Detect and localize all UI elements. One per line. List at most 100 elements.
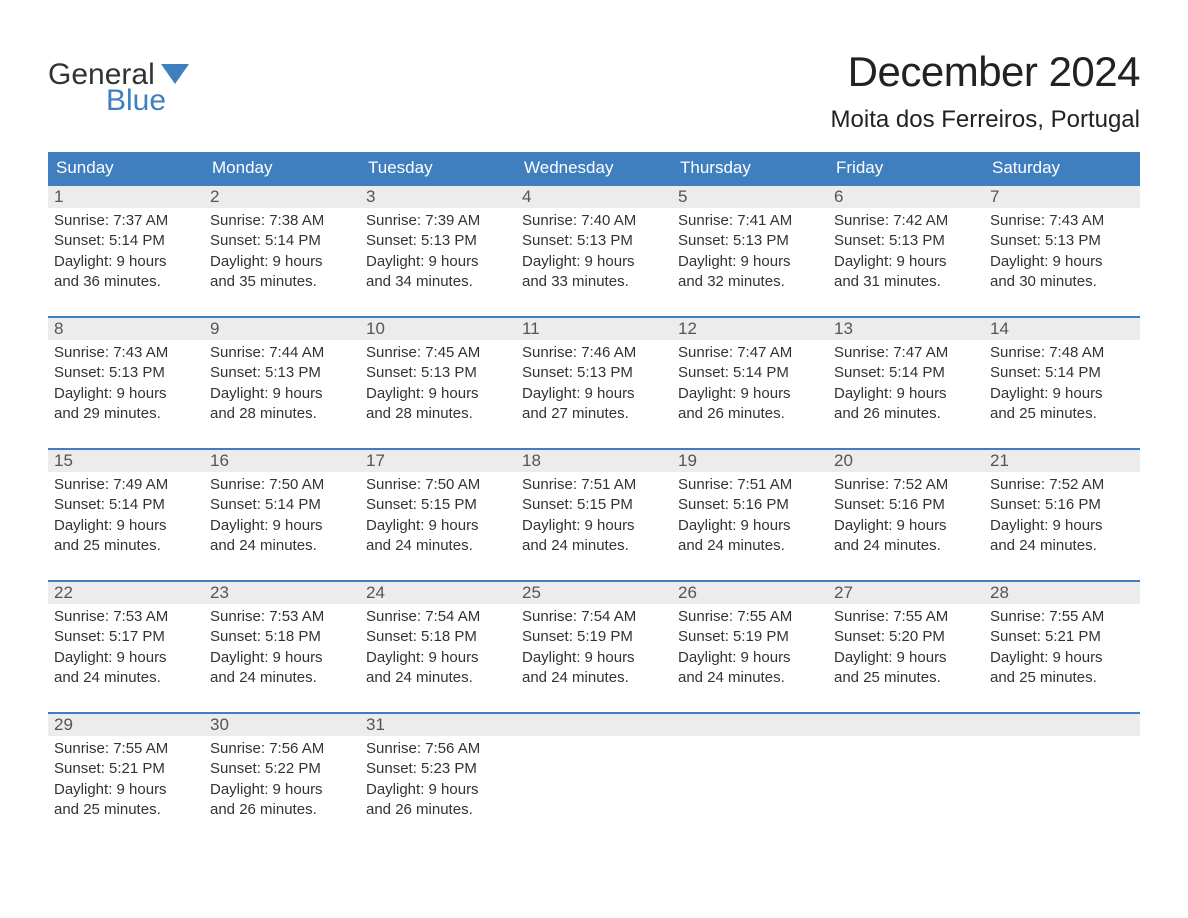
details-row: Sunrise: 7:43 AMSunset: 5:13 PMDaylight:… [48,340,1140,448]
sunrise-line: Sunrise: 7:54 AM [522,607,666,627]
sunset-line: Sunset: 5:13 PM [366,231,510,251]
brand-logo: General Blue [48,58,189,118]
sunrise-line: Sunrise: 7:55 AM [54,739,198,759]
day-number: 31 [360,714,516,736]
sunrise-line: Sunrise: 7:50 AM [210,475,354,495]
sunset-line: Sunset: 5:13 PM [522,363,666,383]
sunrise-line: Sunrise: 7:55 AM [990,607,1134,627]
day-details: Sunrise: 7:42 AMSunset: 5:13 PMDaylight:… [828,208,984,316]
day-number: 22 [48,582,204,604]
day-number: 16 [204,450,360,472]
day-number: 26 [672,582,828,604]
sunrise-line: Sunrise: 7:54 AM [366,607,510,627]
day-details: Sunrise: 7:49 AMSunset: 5:14 PMDaylight:… [48,472,204,580]
calendar-week: 22232425262728Sunrise: 7:53 AMSunset: 5:… [48,580,1140,712]
daylight-line2: and 24 minutes. [522,668,666,688]
day-number: 19 [672,450,828,472]
day-details: Sunrise: 7:54 AMSunset: 5:18 PMDaylight:… [360,604,516,712]
sunset-line: Sunset: 5:13 PM [54,363,198,383]
sunset-line: Sunset: 5:14 PM [54,495,198,515]
sunrise-line: Sunrise: 7:47 AM [834,343,978,363]
sunrise-line: Sunrise: 7:50 AM [366,475,510,495]
daylight-line2: and 30 minutes. [990,272,1134,292]
daylight-line1: Daylight: 9 hours [834,384,978,404]
day-details: Sunrise: 7:55 AMSunset: 5:20 PMDaylight:… [828,604,984,712]
daylight-line2: and 24 minutes. [678,536,822,556]
sunset-line: Sunset: 5:18 PM [210,627,354,647]
day-number: 23 [204,582,360,604]
sunset-line: Sunset: 5:13 PM [522,231,666,251]
day-number: 21 [984,450,1140,472]
daylight-line1: Daylight: 9 hours [834,648,978,668]
day-details: Sunrise: 7:38 AMSunset: 5:14 PMDaylight:… [204,208,360,316]
day-details: Sunrise: 7:55 AMSunset: 5:21 PMDaylight:… [984,604,1140,712]
calendar-week: 1234567Sunrise: 7:37 AMSunset: 5:14 PMDa… [48,184,1140,316]
sunset-line: Sunset: 5:21 PM [990,627,1134,647]
weekday-header: Tuesday [360,152,516,184]
sunrise-line: Sunrise: 7:47 AM [678,343,822,363]
day-details: Sunrise: 7:46 AMSunset: 5:13 PMDaylight:… [516,340,672,448]
month-title: December 2024 [831,48,1140,96]
day-number: 10 [360,318,516,340]
daylight-line2: and 24 minutes. [54,668,198,688]
daylight-line2: and 24 minutes. [210,536,354,556]
flag-icon [161,64,189,84]
day-number: 15 [48,450,204,472]
day-details: Sunrise: 7:47 AMSunset: 5:14 PMDaylight:… [672,340,828,448]
daylight-line2: and 24 minutes. [366,668,510,688]
sunrise-line: Sunrise: 7:49 AM [54,475,198,495]
daylight-line2: and 25 minutes. [54,536,198,556]
sunrise-line: Sunrise: 7:53 AM [210,607,354,627]
sunset-line: Sunset: 5:13 PM [210,363,354,383]
daylight-line1: Daylight: 9 hours [522,384,666,404]
weeks-container: 1234567Sunrise: 7:37 AMSunset: 5:14 PMDa… [48,184,1140,844]
daylight-line2: and 25 minutes. [990,404,1134,424]
day-details: Sunrise: 7:54 AMSunset: 5:19 PMDaylight:… [516,604,672,712]
daylight-line1: Daylight: 9 hours [522,516,666,536]
day-details: Sunrise: 7:56 AMSunset: 5:22 PMDaylight:… [204,736,360,844]
day-number: 29 [48,714,204,736]
sunrise-line: Sunrise: 7:56 AM [366,739,510,759]
day-number: 8 [48,318,204,340]
day-details: Sunrise: 7:37 AMSunset: 5:14 PMDaylight:… [48,208,204,316]
sunset-line: Sunset: 5:19 PM [678,627,822,647]
sunrise-line: Sunrise: 7:56 AM [210,739,354,759]
daylight-line2: and 36 minutes. [54,272,198,292]
daylight-line2: and 31 minutes. [834,272,978,292]
day-details [516,736,672,844]
daylight-line1: Daylight: 9 hours [990,516,1134,536]
day-details: Sunrise: 7:56 AMSunset: 5:23 PMDaylight:… [360,736,516,844]
daylight-line1: Daylight: 9 hours [990,648,1134,668]
weekday-header: Thursday [672,152,828,184]
day-number [828,714,984,736]
sunrise-line: Sunrise: 7:39 AM [366,211,510,231]
daylight-line2: and 35 minutes. [210,272,354,292]
day-number: 24 [360,582,516,604]
day-number: 11 [516,318,672,340]
daylight-line1: Daylight: 9 hours [210,252,354,272]
daylight-line1: Daylight: 9 hours [54,648,198,668]
daylight-line1: Daylight: 9 hours [366,384,510,404]
day-number: 14 [984,318,1140,340]
location: Moita dos Ferreiros, Portugal [831,106,1140,134]
daynum-row: 22232425262728 [48,582,1140,604]
daylight-line2: and 24 minutes. [678,668,822,688]
weekday-header: Monday [204,152,360,184]
day-number: 5 [672,186,828,208]
day-number: 13 [828,318,984,340]
day-number: 17 [360,450,516,472]
daynum-row: 1234567 [48,186,1140,208]
daylight-line1: Daylight: 9 hours [54,780,198,800]
daylight-line2: and 24 minutes. [990,536,1134,556]
sunset-line: Sunset: 5:17 PM [54,627,198,647]
sunrise-line: Sunrise: 7:40 AM [522,211,666,231]
daylight-line1: Daylight: 9 hours [834,516,978,536]
daylight-line1: Daylight: 9 hours [210,780,354,800]
day-number: 25 [516,582,672,604]
day-number: 20 [828,450,984,472]
sunset-line: Sunset: 5:20 PM [834,627,978,647]
day-details: Sunrise: 7:55 AMSunset: 5:21 PMDaylight:… [48,736,204,844]
day-details: Sunrise: 7:55 AMSunset: 5:19 PMDaylight:… [672,604,828,712]
sunrise-line: Sunrise: 7:51 AM [678,475,822,495]
sunrise-line: Sunrise: 7:53 AM [54,607,198,627]
